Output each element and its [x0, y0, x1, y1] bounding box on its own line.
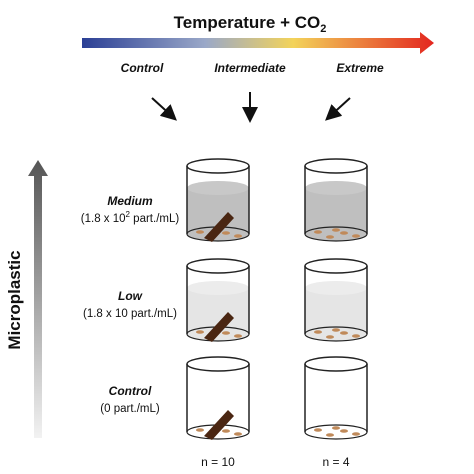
gradient-arrow — [82, 32, 434, 54]
sample-size: n = 4 — [322, 455, 349, 469]
water-surface — [187, 281, 249, 295]
pellet — [326, 235, 334, 239]
water-surface — [305, 281, 367, 295]
conc-superscript: 2 — [126, 210, 131, 219]
beaker-rim — [186, 356, 250, 372]
pellet — [352, 234, 360, 238]
column-label: Extreme — [336, 61, 384, 75]
column-label: Intermediate — [214, 61, 286, 75]
pellet — [222, 429, 230, 433]
organism — [204, 410, 234, 440]
beaker-rim — [304, 158, 368, 174]
pellet — [352, 432, 360, 436]
title-subscript: 2 — [320, 23, 326, 35]
organism — [204, 212, 234, 242]
pointer-arrow — [151, 97, 177, 121]
pellet — [234, 334, 242, 338]
vertical-arrow — [28, 160, 48, 438]
pellet — [326, 433, 334, 437]
column-label: Control — [121, 61, 164, 75]
y-axis-label: Microplastic — [5, 250, 24, 349]
pellet — [340, 231, 348, 235]
row-label: Medium — [107, 194, 153, 208]
beaker-rim — [304, 258, 368, 274]
row-label: Low — [118, 289, 143, 303]
beaker-rim — [304, 356, 368, 372]
pointer-arrow — [325, 97, 351, 121]
pellet — [222, 331, 230, 335]
beaker-rim — [186, 158, 250, 174]
pellet — [352, 334, 360, 338]
pellet — [332, 426, 340, 430]
pellet — [196, 230, 204, 234]
water-surface — [305, 181, 367, 195]
water-surface — [187, 181, 249, 195]
pellet — [234, 234, 242, 238]
pellet — [314, 428, 322, 432]
conc-text: part./mL) — [130, 213, 179, 225]
pellet — [222, 231, 230, 235]
pellet — [196, 428, 204, 432]
organism — [204, 312, 234, 342]
beaker-rim — [186, 258, 250, 274]
sample-size: n = 10 — [201, 455, 235, 469]
beakers — [186, 158, 368, 440]
pellet — [196, 330, 204, 334]
row-concentration: (0 part./mL) — [100, 403, 160, 415]
pellet — [340, 331, 348, 335]
row-concentration: (1.8 x 10 part./mL) — [83, 308, 177, 320]
pellet — [234, 432, 242, 436]
pellet — [314, 330, 322, 334]
pellet — [340, 429, 348, 433]
pellet — [332, 328, 340, 332]
title: Temperature + CO2 — [174, 13, 327, 35]
row-concentration: (1.8 x 102 part./mL) — [81, 210, 180, 225]
conc-text: (1.8 x 10 — [81, 213, 126, 225]
row-label: Control — [109, 384, 152, 398]
pellet — [314, 230, 322, 234]
pellet — [326, 335, 334, 339]
water — [305, 188, 367, 241]
title-text: Temperature + CO — [174, 13, 321, 32]
water — [305, 288, 367, 341]
pellet — [332, 228, 340, 232]
